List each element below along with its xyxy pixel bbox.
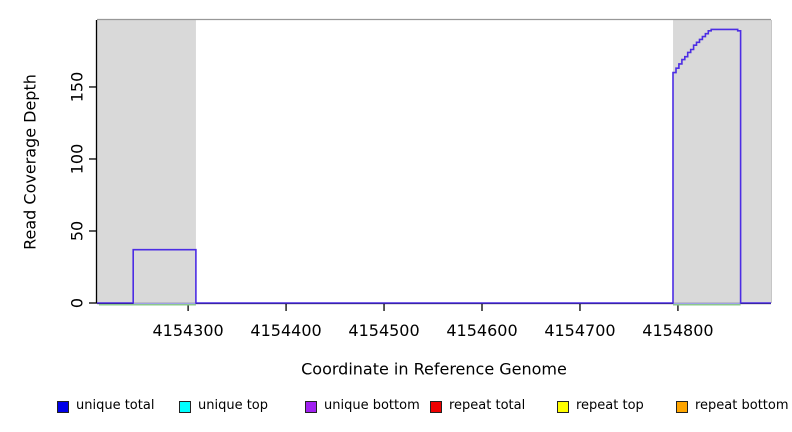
x-tick-label: 4154300 [152,321,224,340]
legend: unique total unique top unique bottom repea… [0,396,792,420]
legend-swatch-icon [179,401,191,413]
legend-swatch-icon [676,401,688,413]
masked-region [97,20,196,303]
legend-label: unique bottom [324,398,420,413]
legend-label: unique top [198,398,269,413]
legend-swatch-icon [557,401,569,413]
legend-label: repeat top [576,398,644,413]
x-tick-label: 4154800 [642,321,714,340]
x-tick-label: 4154600 [446,321,518,340]
x-tick-label: 4154500 [348,321,420,340]
y-tick-label: 100 [67,143,87,175]
legend-label: unique total [76,398,155,413]
legend-label: repeat total [449,398,526,413]
legend-swatch-icon [305,401,317,413]
x-tick-label: 4154700 [544,321,616,340]
y-tick-label: 150 [67,71,87,103]
y-tick-label: 0 [67,297,87,309]
x-tick-label: 4154400 [250,321,322,340]
legend-label: repeat bottom [695,398,789,413]
legend-swatch-icon [57,401,69,413]
y-tick-label: 50 [67,220,87,242]
legend-swatch-icon [430,401,442,413]
masked-region [673,20,771,303]
x-axis-title: Coordinate in Reference Genome [301,359,567,379]
coverage-line-unique-bottom [97,28,771,304]
y-axis-title: Read Coverage Depth [20,74,40,250]
